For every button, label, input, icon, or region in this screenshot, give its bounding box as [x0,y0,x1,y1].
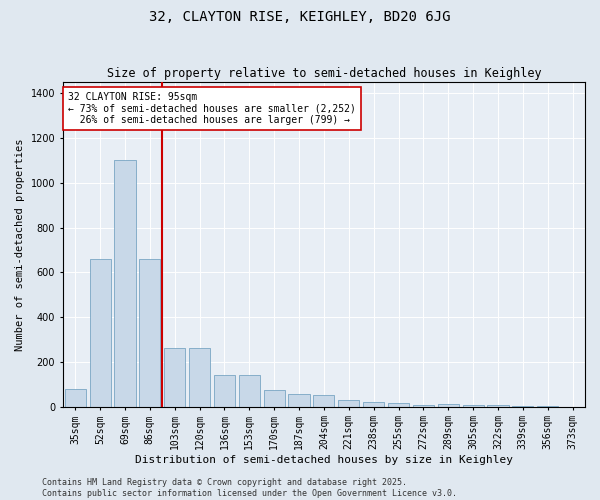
Bar [388,403,409,406]
Bar [289,394,310,406]
Bar [313,396,334,406]
Bar [189,348,210,406]
Bar [164,348,185,406]
Text: 32 CLAYTON RISE: 95sqm
← 73% of semi-detached houses are smaller (2,252)
  26% o: 32 CLAYTON RISE: 95sqm ← 73% of semi-det… [68,92,356,125]
Bar [214,375,235,406]
Bar [239,375,260,406]
Bar [139,259,160,406]
X-axis label: Distribution of semi-detached houses by size in Keighley: Distribution of semi-detached houses by … [135,455,513,465]
Bar [363,402,384,406]
Bar [437,404,459,406]
Bar [263,390,285,406]
Y-axis label: Number of semi-detached properties: Number of semi-detached properties [15,138,25,350]
Text: 32, CLAYTON RISE, KEIGHLEY, BD20 6JG: 32, CLAYTON RISE, KEIGHLEY, BD20 6JG [149,10,451,24]
Bar [115,160,136,406]
Bar [463,405,484,406]
Text: Contains HM Land Registry data © Crown copyright and database right 2025.
Contai: Contains HM Land Registry data © Crown c… [42,478,457,498]
Title: Size of property relative to semi-detached houses in Keighley: Size of property relative to semi-detach… [107,66,541,80]
Bar [65,388,86,406]
Bar [338,400,359,406]
Bar [89,259,110,406]
